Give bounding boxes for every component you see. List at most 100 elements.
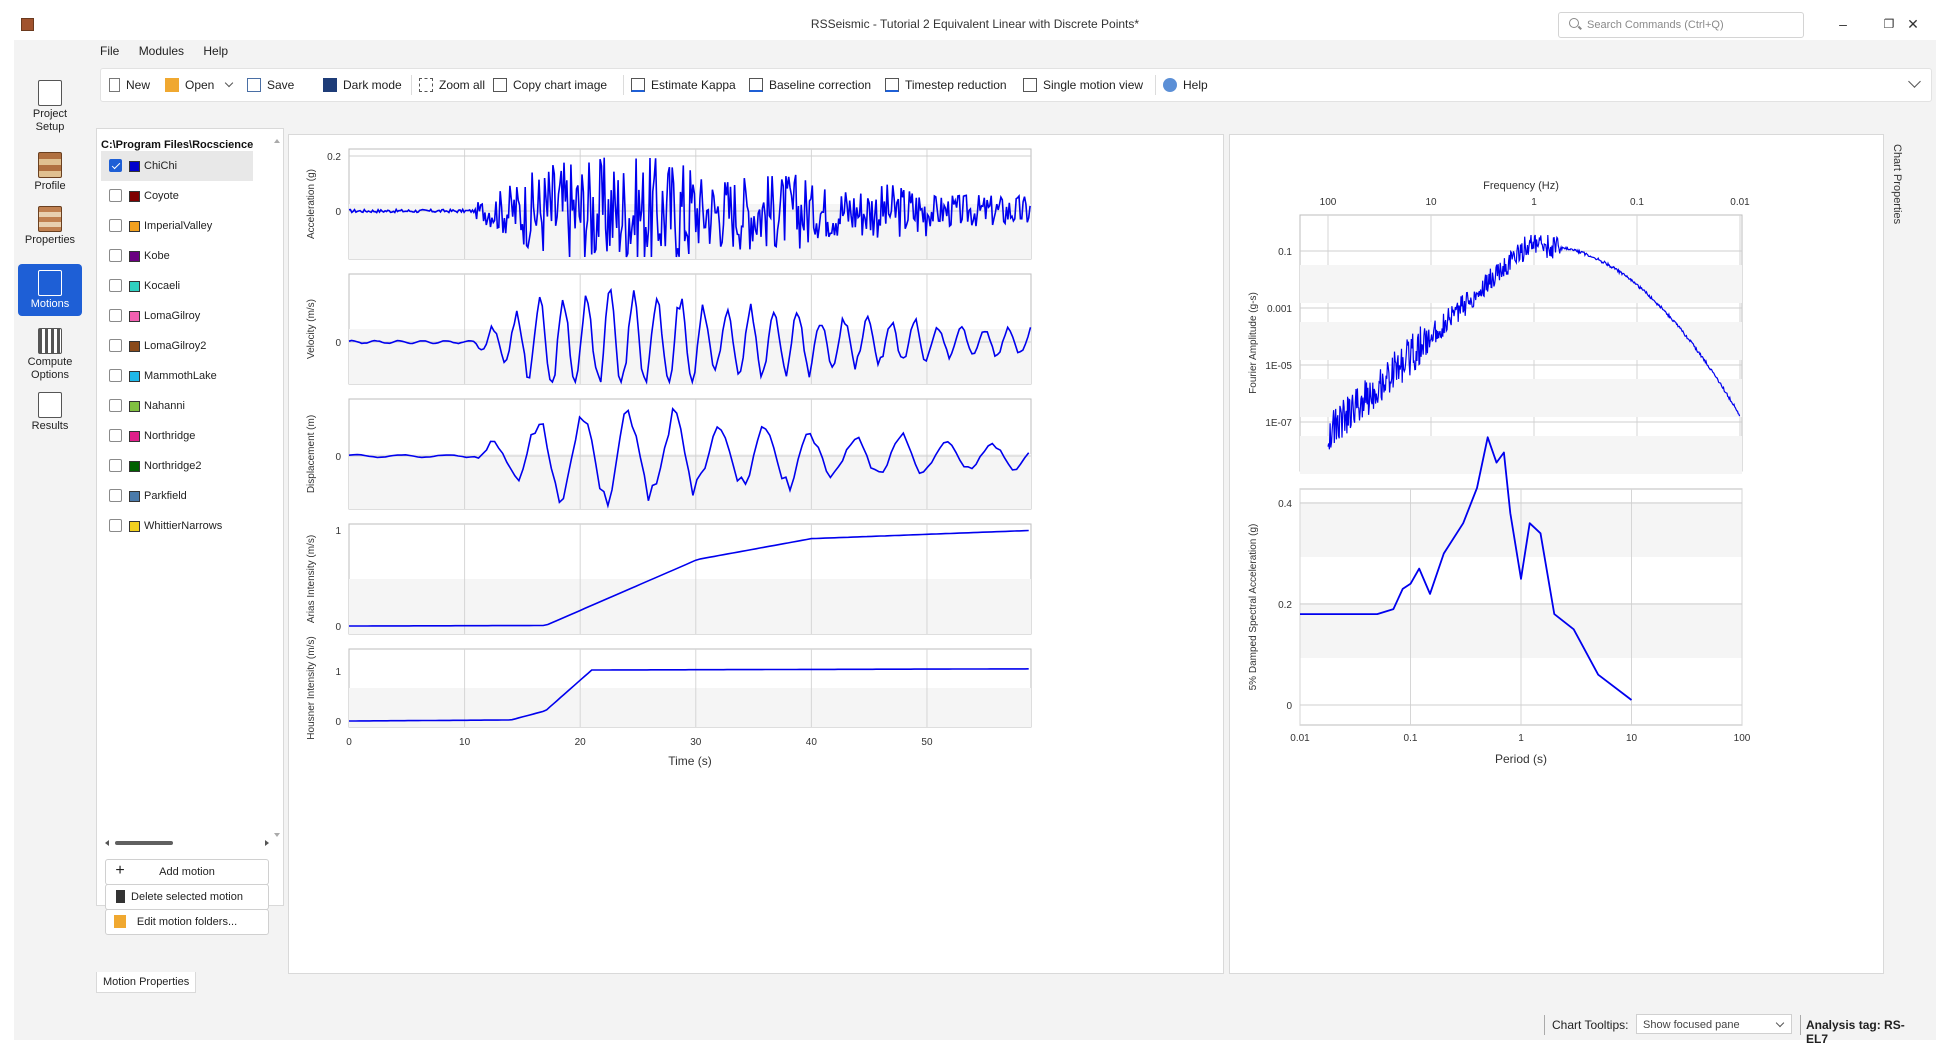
scroll-right-arrow-icon[interactable] — [265, 840, 269, 846]
motion-list-item[interactable]: MammothLake — [101, 361, 253, 391]
menu-modules[interactable]: Modules — [138, 44, 185, 58]
estimate-kappa-button[interactable]: Estimate Kappa — [631, 69, 736, 101]
menu-file[interactable]: File — [100, 44, 120, 58]
toolbar-expand-chevron-icon[interactable] — [1908, 75, 1921, 88]
spectra-chart-panel: 100 10 1 0.1 0.01 Frequency (Hz) 0.1 0.001 1E-05… — [1229, 134, 1884, 974]
motion-checkbox[interactable] — [109, 369, 122, 382]
motion-checkbox[interactable] — [109, 279, 122, 292]
sidebar-item-motions[interactable]: Motions — [18, 264, 82, 316]
motion-checkbox[interactable] — [109, 189, 122, 202]
sidebar-item-compute-options[interactable]: Compute Options — [18, 324, 82, 381]
y-tick-label: 0.2 — [1278, 600, 1292, 611]
status-separator — [1544, 1015, 1545, 1035]
new-label: New — [126, 78, 151, 92]
sidebar-item-properties[interactable]: Properties — [18, 202, 82, 248]
motion-list-item[interactable]: ImperialValley — [101, 211, 253, 241]
motion-checkbox[interactable] — [109, 159, 122, 172]
results-label: Results — [31, 420, 69, 432]
help-label: Help — [1183, 78, 1208, 92]
copy-chart-button[interactable]: Copy chart image — [493, 69, 607, 101]
motion-checkbox[interactable] — [109, 249, 122, 262]
motion-list-item[interactable]: LomaGilroy — [101, 301, 253, 331]
motion-list-item[interactable]: ChiChi — [101, 151, 253, 181]
motion-properties-tab[interactable]: Motion Properties — [96, 972, 197, 993]
timestep-reduction-button[interactable]: Timestep reduction — [885, 69, 1007, 101]
motion-checkbox[interactable] — [109, 489, 122, 502]
command-search-input[interactable] — [1585, 16, 1799, 34]
y-axis-label: 5% Damped Spectral Acceleration (g) — [1248, 524, 1259, 691]
motion-list-item[interactable]: Northridge2 — [101, 451, 253, 481]
new-button[interactable]: New — [109, 69, 150, 101]
app-window: RSSeismic - Tutorial 2 Equivalent Linear… — [14, 8, 1936, 1046]
motion-list-item[interactable]: Parkfield — [101, 481, 253, 511]
motion-checkbox[interactable] — [109, 339, 122, 352]
dark-mode-icon — [323, 78, 337, 92]
dark-mode-label: Dark mode — [343, 78, 402, 92]
chart-tooltips-select[interactable]: Show focused pane — [1636, 1014, 1792, 1034]
delete-motion-button[interactable]: Delete selected motion — [105, 884, 269, 910]
sidebar-item-profile[interactable]: Profile — [18, 148, 82, 194]
motion-list-item[interactable]: Northridge — [101, 421, 253, 451]
open-button[interactable]: Open — [165, 69, 233, 101]
command-search[interactable] — [1558, 12, 1804, 38]
sidebar-item-project-setup[interactable]: Project Setup — [18, 76, 82, 140]
save-button[interactable]: Save — [247, 69, 294, 101]
motion-series-line — [348, 287, 1032, 385]
chart-properties-tab[interactable]: Chart Properties — [1887, 138, 1911, 238]
horizontal-scrollbar[interactable] — [105, 839, 269, 847]
motion-list-item[interactable]: Kocaeli — [101, 271, 253, 301]
y-tick-label: 0.4 — [1278, 499, 1292, 510]
compute-label-2: Options — [31, 369, 69, 381]
top-tick-label: 0.1 — [1630, 197, 1644, 208]
y-tick-label: 0 — [1286, 701, 1292, 712]
y-axis-label: Arias Intensity (m/s) — [306, 535, 317, 623]
new-file-icon — [109, 78, 120, 92]
menu-help[interactable]: Help — [203, 44, 229, 58]
calculator-icon — [38, 328, 62, 354]
menu-bar: File Modules Help — [100, 44, 244, 64]
add-motion-button[interactable]: + Add motion — [105, 859, 269, 885]
y-tick-label: 1E-07 — [1265, 418, 1292, 429]
scroll-up-arrow-icon[interactable] — [274, 139, 280, 143]
save-icon — [247, 78, 261, 92]
x-tick-label: 10 — [459, 737, 471, 748]
zoom-all-button[interactable]: Zoom all — [419, 69, 485, 101]
motion-checkbox[interactable] — [109, 459, 122, 472]
scroll-left-arrow-icon[interactable] — [105, 840, 109, 846]
help-button[interactable]: Help — [1163, 69, 1208, 101]
baseline-chart-icon — [749, 78, 763, 92]
time-panel: Acceleration (g) 0 0.2 — [306, 148, 1032, 260]
minimize-button[interactable]: – — [1839, 16, 1847, 32]
motion-list-item[interactable]: WhittierNarrows — [101, 511, 253, 541]
motion-list-item[interactable]: Kobe — [101, 241, 253, 271]
motion-list-item[interactable]: Nahanni — [101, 391, 253, 421]
search-icon — [1569, 18, 1579, 28]
close-button[interactable]: ✕ — [1907, 16, 1919, 32]
motion-checkbox[interactable] — [109, 519, 122, 532]
toolbar: New Open Save Dark mode Zoom all Copy ch… — [100, 68, 1932, 102]
motion-list-item[interactable]: LomaGilroy2 — [101, 331, 253, 361]
scrollbar-thumb[interactable] — [115, 841, 173, 845]
motion-checkbox[interactable] — [109, 399, 122, 412]
x-tick-label: 40 — [806, 737, 818, 748]
x-tick-label: 20 — [575, 737, 587, 748]
motion-checkbox[interactable] — [109, 309, 122, 322]
baseline-correction-button[interactable]: Baseline correction — [749, 69, 871, 101]
motion-checkbox[interactable] — [109, 429, 122, 442]
save-label: Save — [267, 78, 295, 92]
copy-chart-icon — [493, 78, 507, 92]
restore-button[interactable]: ❐ — [1883, 17, 1895, 31]
dark-mode-button[interactable]: Dark mode — [323, 69, 402, 101]
single-motion-view-button[interactable]: Single motion view — [1023, 69, 1143, 101]
motion-checkbox[interactable] — [109, 219, 122, 232]
edit-motion-folders-button[interactable]: Edit motion folders... — [105, 909, 269, 935]
scroll-down-arrow-icon[interactable] — [274, 833, 280, 837]
motion-color-swatch — [129, 371, 140, 382]
sidebar-item-results[interactable]: Results — [18, 388, 82, 434]
project-setup-label-2: Setup — [35, 121, 65, 133]
properties-label: Properties — [24, 234, 76, 246]
y-tick-label: 1 — [335, 667, 341, 678]
motion-list-item[interactable]: Coyote — [101, 181, 253, 211]
